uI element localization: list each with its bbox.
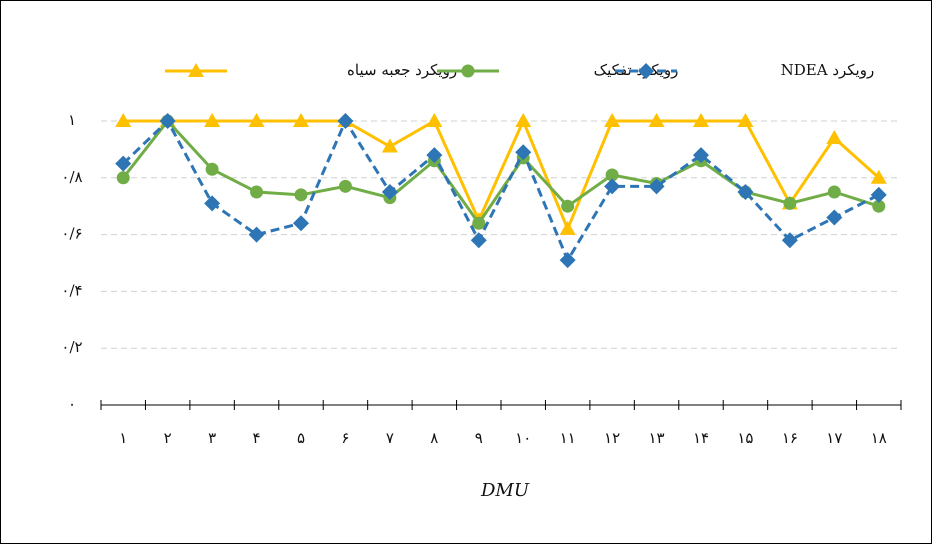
x-tick-label: ۱۴	[693, 429, 709, 447]
x-tick-label: ۱۵	[737, 429, 753, 447]
x-tick-label: ۱۳	[648, 429, 664, 447]
x-tick-label: ۱۲	[604, 429, 620, 447]
y-tick-label: ۰/۶	[61, 225, 82, 243]
y-tick-label: ۱	[68, 111, 76, 129]
data-point	[117, 171, 130, 184]
data-point	[828, 186, 841, 199]
y-tick-label: ۰	[68, 395, 76, 413]
legend-marker	[462, 65, 475, 78]
x-tick-label: ۹	[475, 429, 483, 447]
x-tick-label: ۱۱	[560, 429, 576, 447]
x-tick-label: ۸	[430, 429, 438, 447]
x-tick-label: ۲	[164, 429, 172, 447]
x-tick-label: ۱	[119, 429, 127, 447]
data-point	[783, 197, 796, 210]
x-tick-label: ۱۸	[871, 429, 887, 447]
y-tick-label: ۰/۸	[61, 168, 82, 186]
x-tick-label: ۱۰	[515, 429, 531, 447]
x-tick-label: ۱۷	[826, 429, 842, 447]
page: {"chart_data": {"type": "line", "xlabel"…	[0, 0, 932, 548]
y-tick-label: ۰/۴	[61, 281, 82, 299]
x-tick-label: ۱۶	[782, 429, 798, 447]
x-tick-label: ۶	[341, 429, 349, 447]
data-point	[295, 188, 308, 201]
data-point	[250, 186, 263, 199]
data-point	[472, 217, 485, 230]
data-point	[561, 200, 574, 213]
x-tick-label: ۵	[297, 429, 305, 447]
x-tick-label: ۳	[208, 429, 216, 447]
frame	[1, 1, 932, 544]
data-point	[339, 180, 352, 193]
data-point	[206, 163, 219, 176]
x-axis-label: DMU	[480, 480, 530, 501]
y-tick-label: ۰/۲	[61, 338, 82, 356]
chart: DMU ۰۰/۲۰/۴۰/۶۰/۸۱۱۲۳۴۵۶۷۸۹۱۰۱۱۱۲۱۳۱۴۱۵۱…	[0, 0, 932, 544]
x-tick-label: ۴	[253, 429, 261, 447]
legend-label: رویکرد NDEA	[781, 61, 875, 79]
x-tick-label: ۷	[386, 429, 394, 447]
